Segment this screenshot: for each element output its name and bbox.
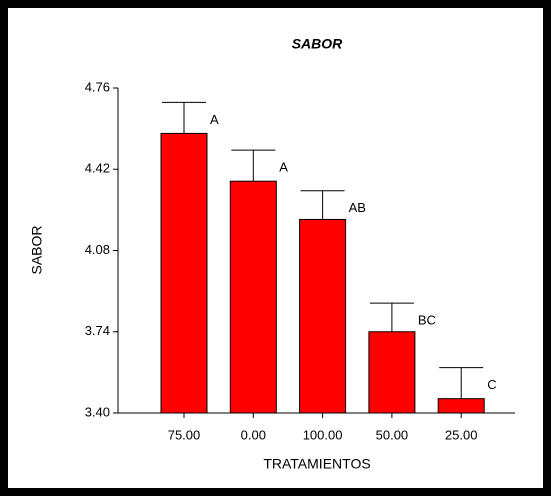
bar: [229, 180, 277, 414]
bar: [160, 132, 208, 414]
y-tick-label: 4.08: [85, 242, 110, 257]
y-axis-label: SABOR: [29, 225, 45, 274]
error-bar: [231, 149, 276, 182]
chart: SABOR SABOR TRATAMIENTOS 3.40 3.74 4.08 4.4…: [29, 36, 515, 472]
group-letter: A: [279, 160, 288, 175]
group-letter: AB: [349, 200, 366, 215]
chart-title: SABOR: [292, 36, 343, 52]
x-tick-label: 25.00: [445, 427, 478, 442]
group-letter: BC: [418, 313, 436, 328]
bar: [299, 218, 347, 414]
y-tick-label: 3.40: [85, 404, 110, 419]
bar: [437, 398, 485, 414]
x-tick-label: 100.00: [303, 427, 343, 442]
x-tick-label: 0.00: [241, 427, 266, 442]
x-tick-label: 75.00: [168, 427, 201, 442]
bar: [368, 331, 416, 414]
error-bar: [439, 367, 484, 399]
x-tick-label: 50.00: [376, 427, 409, 442]
error-bar: [162, 101, 206, 134]
y-tick-label: 4.42: [85, 161, 110, 176]
x-axis-label: TRATAMIENTOS: [263, 456, 370, 472]
error-bar: [369, 302, 414, 332]
y-tick-label: 4.76: [85, 79, 110, 94]
error-bar: [300, 190, 345, 220]
group-letter: C: [487, 377, 496, 392]
y-tick-label: 3.74: [85, 323, 110, 338]
group-letter: A: [210, 112, 219, 127]
